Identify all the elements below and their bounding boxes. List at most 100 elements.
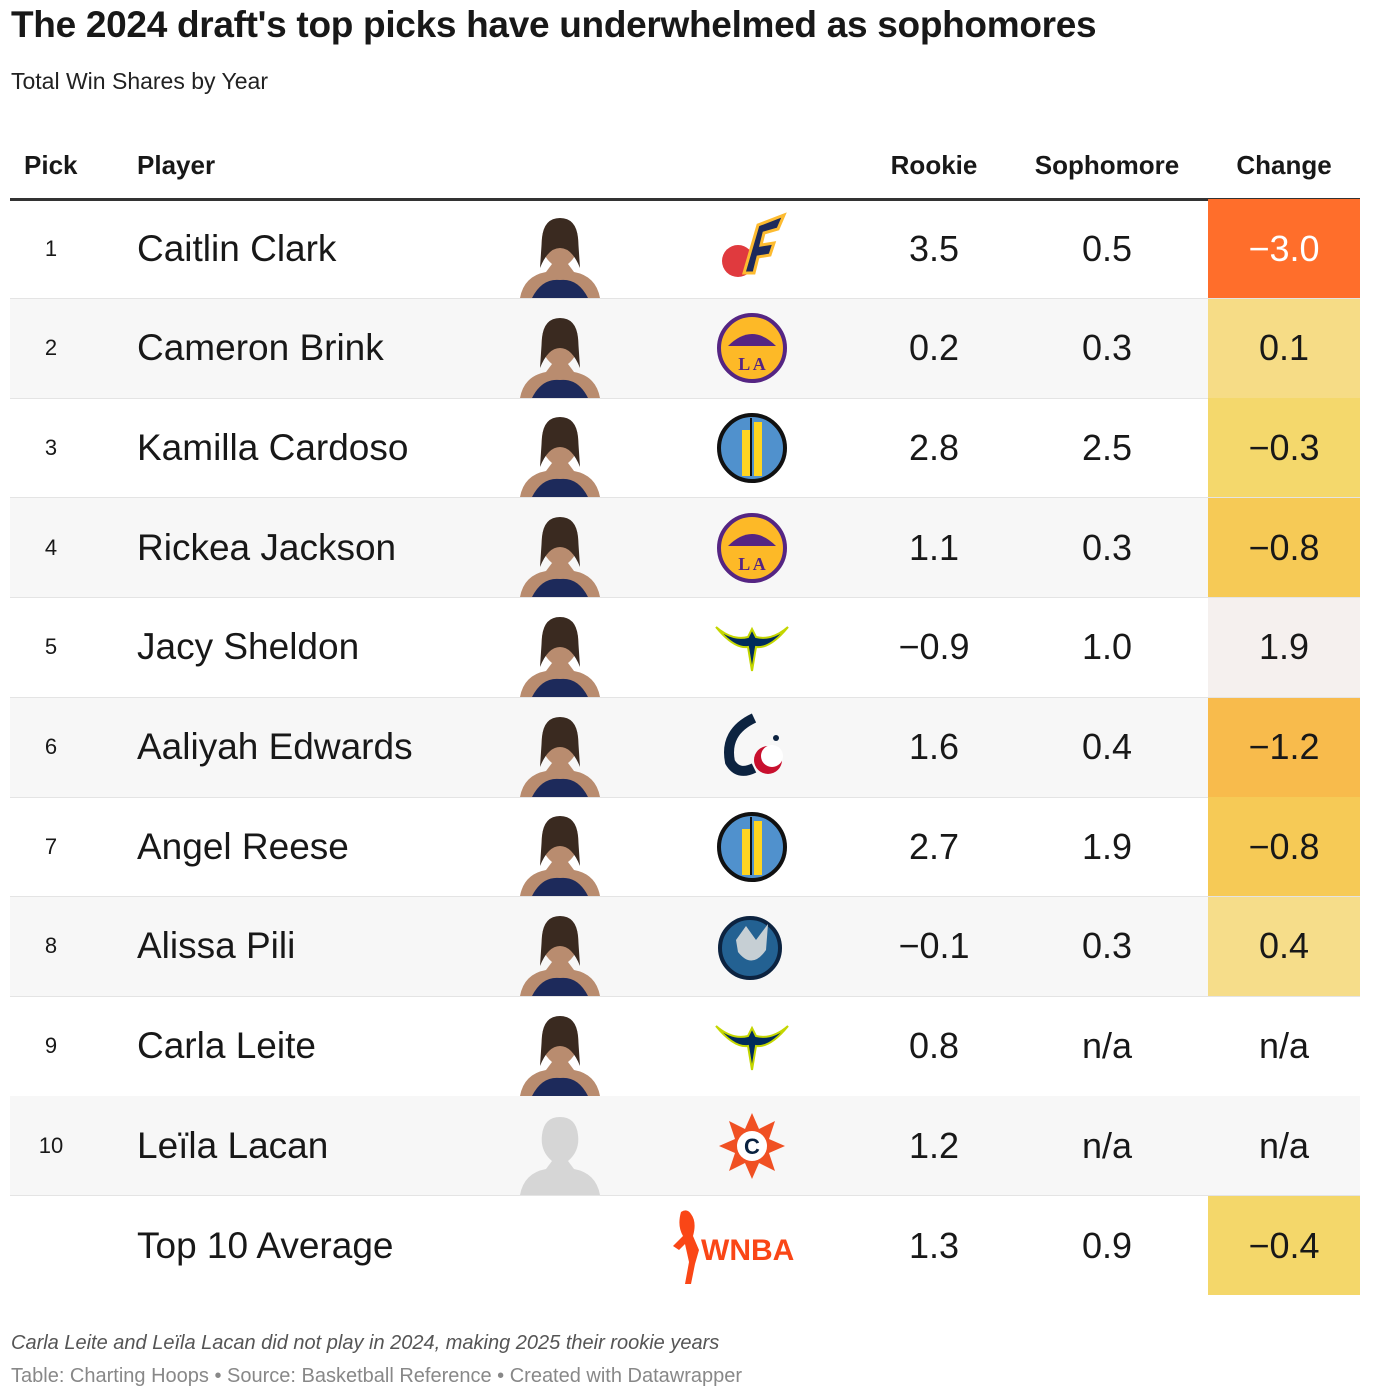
player-photo — [508, 498, 612, 598]
player-photo — [508, 997, 612, 1096]
sophomore-value: 0.4 — [1081, 726, 1133, 767]
table-row: 7 Angel Reese 2.7 1.9 −0.8 — [10, 797, 1360, 898]
table-row: 2 Cameron Brink L A 0.2 0.3 0.1 — [10, 298, 1360, 399]
header-rookie[interactable]: Rookie — [890, 150, 978, 180]
player-name: Carla Leite — [137, 1025, 316, 1067]
player-name: Kamilla Cardoso — [137, 426, 409, 468]
pick-number: 10 — [38, 1132, 64, 1158]
table-row: Top 10 Average WNBA 1.3 0.9 −0.4 — [10, 1196, 1360, 1295]
table-header: Pick Player Rookie Sophomore Change — [10, 140, 1360, 201]
sophomore-value: 0.3 — [1081, 925, 1133, 967]
player-name: Angel Reese — [137, 825, 349, 867]
sophomore-value: n/a — [1081, 1124, 1133, 1166]
player-photo — [508, 398, 612, 498]
svg-text:L A: L A — [738, 554, 766, 574]
rookie-value: 0.8 — [908, 1025, 960, 1067]
sophomore-value: 2.5 — [1081, 426, 1133, 468]
change-value: −1.2 — [1208, 697, 1360, 797]
rookie-value: 1.1 — [908, 526, 960, 568]
player-name: Leïla Lacan — [137, 1124, 329, 1166]
pick-number: 8 — [44, 933, 58, 959]
dallas-wings-logo-icon — [702, 997, 802, 1096]
player-name: Aaliyah Edwards — [137, 726, 413, 767]
page-title: The 2024 draft's top picks have underwhe… — [11, 4, 1097, 45]
sophomore-value: 1.0 — [1081, 626, 1133, 668]
pick-number: 9 — [44, 1033, 58, 1059]
washington-mystics-logo-icon — [702, 698, 802, 797]
los-angeles-sparks-logo-icon: L A — [702, 299, 802, 398]
rookie-value: 2.8 — [908, 426, 960, 468]
table-row: 5 Jacy Sheldon −0.9 1.0 1.9 — [10, 597, 1360, 698]
pick-number: 3 — [44, 434, 58, 460]
player-photo — [508, 299, 612, 398]
sophomore-value: 1.9 — [1081, 825, 1133, 867]
table-row: 8 Alissa Pili −0.1 0.3 0.4 — [10, 896, 1360, 997]
rookie-value: 2.7 — [908, 825, 960, 867]
change-value: 0.4 — [1208, 896, 1360, 996]
indiana-fever-logo-icon — [702, 199, 802, 298]
sophomore-value: 0.5 — [1081, 227, 1133, 269]
table-row: 3 Kamilla Cardoso 2.8 2.5 −0.3 — [10, 398, 1360, 499]
table-row: 4 Rickea Jackson L A 1.1 0.3 −0.8 — [10, 498, 1360, 599]
player-photo — [508, 598, 612, 697]
svg-text:L A: L A — [738, 354, 766, 374]
change-value: 1.9 — [1208, 597, 1360, 697]
table-row: 6 Aaliyah Edwards 1.6 0.4 −1.2 — [10, 697, 1360, 798]
change-value: 0.1 — [1208, 298, 1360, 398]
player-photo — [508, 797, 612, 897]
rookie-value: 1.6 — [908, 726, 960, 767]
player-name: Top 10 Average — [137, 1224, 394, 1266]
pick-number: 7 — [44, 833, 58, 859]
player-photo — [508, 1096, 612, 1196]
pick-number: 5 — [44, 634, 58, 660]
sophomore-value: 0.9 — [1081, 1224, 1133, 1266]
footnote: Carla Leite and Leïla Lacan did not play… — [11, 1332, 720, 1354]
player-name: Alissa Pili — [137, 925, 296, 967]
dallas-wings-logo-icon — [702, 598, 802, 697]
player-photo — [508, 698, 612, 797]
table-row: 10 Leïla Lacan C 1.2 n/a n/a — [10, 1096, 1360, 1197]
pick-number: 2 — [44, 335, 58, 361]
player-name: Cameron Brink — [137, 327, 384, 369]
header-sophomore[interactable]: Sophomore — [1034, 150, 1180, 180]
header-player[interactable]: Player — [137, 150, 216, 180]
rookie-value: −0.9 — [898, 626, 970, 668]
change-value: n/a — [1258, 1124, 1310, 1166]
chicago-sky-logo-icon — [702, 797, 802, 896]
header-change[interactable]: Change — [1236, 150, 1332, 180]
pick-number — [10, 1196, 92, 1295]
header-pick[interactable]: Pick — [24, 150, 78, 180]
byline: Table: Charting Hoops • Source: Basketba… — [11, 1365, 743, 1387]
rookie-value: −0.1 — [898, 925, 970, 967]
rookie-value: 3.5 — [908, 227, 960, 269]
change-value: −0.3 — [1208, 398, 1360, 498]
player-name: Rickea Jackson — [137, 526, 397, 568]
table-row: 9 Carla Leite 0.8 n/a n/a — [10, 997, 1360, 1097]
player-photo — [508, 897, 612, 996]
rookie-value: 1.3 — [908, 1224, 960, 1266]
rookie-value: 0.2 — [908, 327, 960, 369]
rookie-value: 1.2 — [908, 1124, 960, 1166]
player-name: Jacy Sheldon — [137, 626, 360, 668]
sophomore-value: 0.3 — [1081, 327, 1133, 369]
sophomore-value: 0.3 — [1081, 526, 1133, 568]
pick-number: 4 — [44, 534, 58, 560]
player-photo — [508, 199, 612, 298]
change-value: −0.8 — [1208, 797, 1360, 897]
change-value: −0.4 — [1208, 1196, 1360, 1295]
svg-text:C: C — [744, 1134, 760, 1159]
pick-number: 6 — [44, 734, 58, 759]
wnba-logo-text: WNBA — [701, 1234, 794, 1267]
table-row: 1 Caitlin Clark 3.5 0.5 −3.0 — [10, 199, 1360, 299]
los-angeles-sparks-logo-icon: L A — [702, 498, 802, 597]
pick-number: 1 — [44, 235, 58, 261]
chicago-sky-logo-icon — [702, 398, 802, 497]
connecticut-sun-logo-icon: C — [702, 1096, 802, 1195]
change-value: −0.8 — [1208, 498, 1360, 598]
subtitle: Total Win Shares by Year — [11, 68, 268, 94]
change-value: −3.0 — [1208, 199, 1360, 298]
change-value: n/a — [1258, 1025, 1310, 1067]
wnba-logo-icon: WNBA — [665, 1196, 835, 1295]
minnesota-lynx-logo-icon — [702, 897, 802, 996]
player-name: Caitlin Clark — [137, 227, 337, 269]
